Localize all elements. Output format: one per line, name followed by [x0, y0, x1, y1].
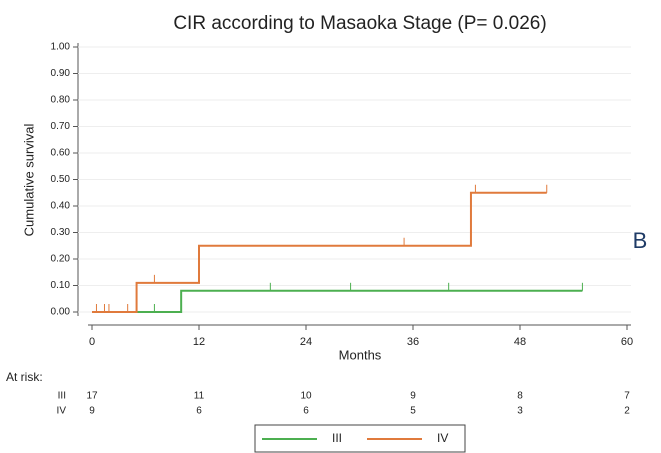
y-tick-label: 0.90 [51, 68, 71, 79]
y-axis-label: Cumulative survival [21, 124, 36, 237]
legend-label: III [332, 431, 342, 445]
legend-label: IV [437, 431, 448, 445]
panel-label: B [633, 228, 648, 253]
y-tick-label: 0.10 [51, 280, 71, 291]
risk-count: 9 [89, 406, 95, 417]
x-tick-label: 48 [514, 336, 526, 348]
y-tick-label: 0.80 [51, 95, 71, 106]
risk-count: 10 [300, 391, 312, 402]
x-tick-label: 24 [300, 336, 312, 348]
x-tick-label: 12 [193, 336, 205, 348]
risk-count: 5 [410, 406, 416, 417]
risk-count: 9 [410, 391, 416, 402]
y-tick-label: 0.20 [51, 254, 71, 265]
risk-count: 17 [86, 391, 98, 402]
y-tick-label: 0.30 [51, 227, 71, 238]
y-tick-label: 0.00 [51, 307, 71, 318]
risk-row-label: IV [57, 406, 67, 417]
risk-title: At risk: [6, 370, 43, 384]
chart-title: CIR according to Masaoka Stage (P= 0.026… [173, 13, 546, 34]
risk-count: 3 [517, 406, 523, 417]
x-tick-label: 0 [89, 336, 95, 348]
y-tick-label: 0.60 [51, 148, 71, 159]
x-axis-label: Months [339, 347, 382, 362]
risk-count: 7 [624, 391, 630, 402]
risk-count: 8 [517, 391, 523, 402]
risk-row-label: III [58, 391, 66, 402]
y-tick-label: 0.50 [51, 174, 71, 185]
risk-count: 6 [196, 406, 202, 417]
step-line [92, 191, 547, 313]
x-tick-label: 36 [407, 336, 419, 348]
risk-count: 11 [194, 391, 205, 402]
y-tick-label: 0.70 [51, 121, 71, 132]
risk-count: 6 [303, 406, 309, 417]
x-tick-label: 60 [621, 336, 633, 348]
y-tick-label: 1.00 [51, 42, 71, 53]
risk-count: 2 [624, 406, 630, 417]
y-tick-label: 0.40 [51, 201, 71, 212]
